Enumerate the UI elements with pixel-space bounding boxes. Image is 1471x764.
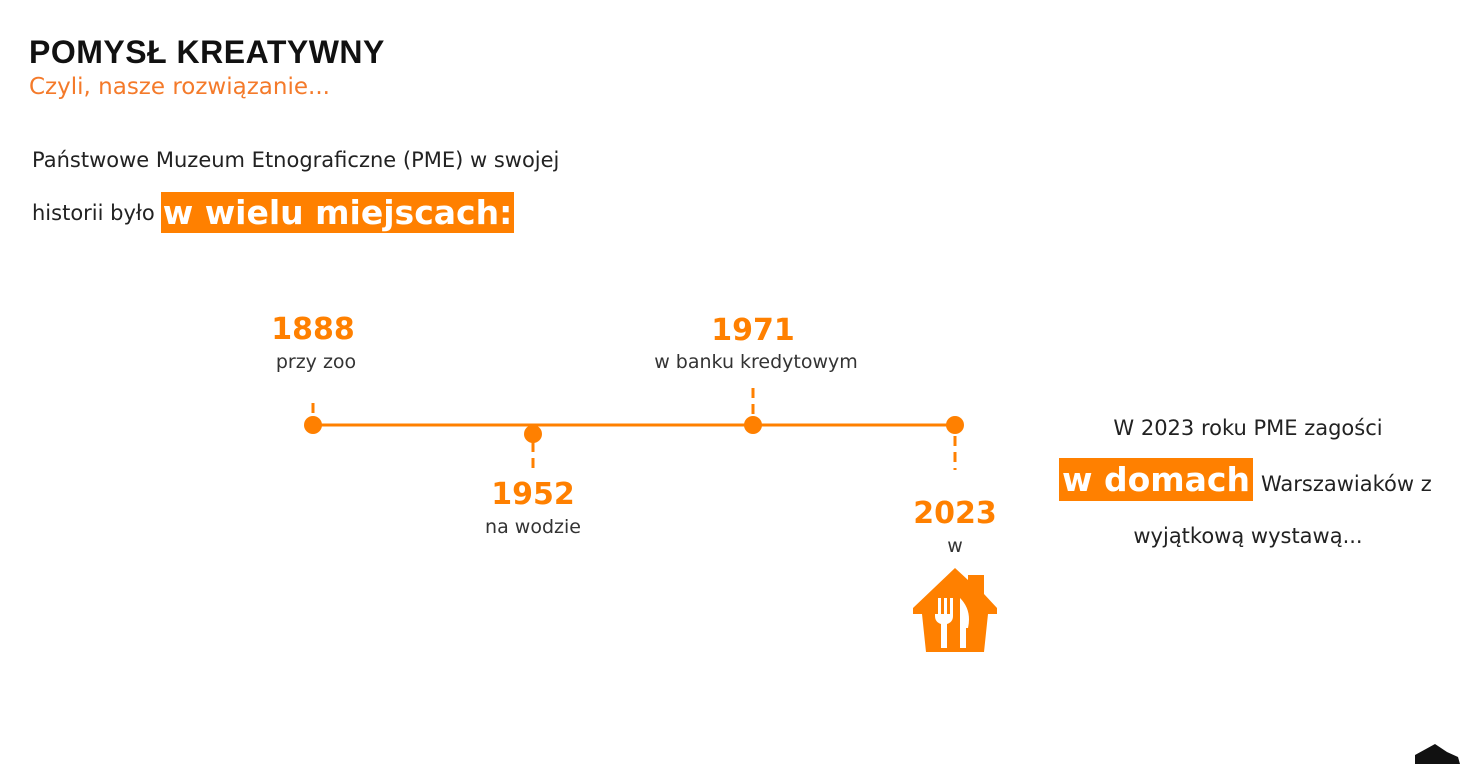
event-year: 1971	[711, 313, 795, 348]
intro-text: historii było	[32, 200, 155, 225]
event-year: 1888	[271, 312, 355, 347]
outro-line: W 2023 roku PME zagości	[1113, 416, 1383, 440]
outro-text: Warszawiaków z	[1260, 471, 1432, 496]
home-icon	[913, 568, 997, 652]
outro-line: w domach Warszawiaków z	[1059, 458, 1432, 501]
intro-highlight: w wielu miejscach:	[160, 192, 515, 233]
dot	[946, 416, 964, 434]
event-label: w banku kredytowym	[654, 351, 858, 373]
corner-logo	[1415, 744, 1460, 764]
dot	[304, 416, 322, 434]
timeline-lines	[311, 388, 957, 472]
timeline-dots	[304, 416, 964, 443]
intro-line: historii było w wielu miejscach:	[32, 192, 515, 233]
event-label: w	[947, 535, 963, 557]
intro-line: Państwowe Muzeum Etnograficzne (PME) w s…	[32, 148, 560, 172]
dot	[524, 425, 542, 443]
dot	[744, 416, 762, 434]
outro-highlight: w domach	[1059, 458, 1253, 501]
event-label: na wodzie	[485, 516, 581, 538]
outro-line: wyjątkową wystawą...	[1133, 524, 1363, 548]
subtitle: Czyli, nasze rozwiązanie...	[29, 74, 330, 100]
event-label: przy zoo	[275, 351, 357, 373]
event-year: 1952	[491, 477, 575, 512]
event-year: 2023	[913, 496, 997, 531]
title: POMYSŁ KREATYWNY	[29, 34, 385, 70]
